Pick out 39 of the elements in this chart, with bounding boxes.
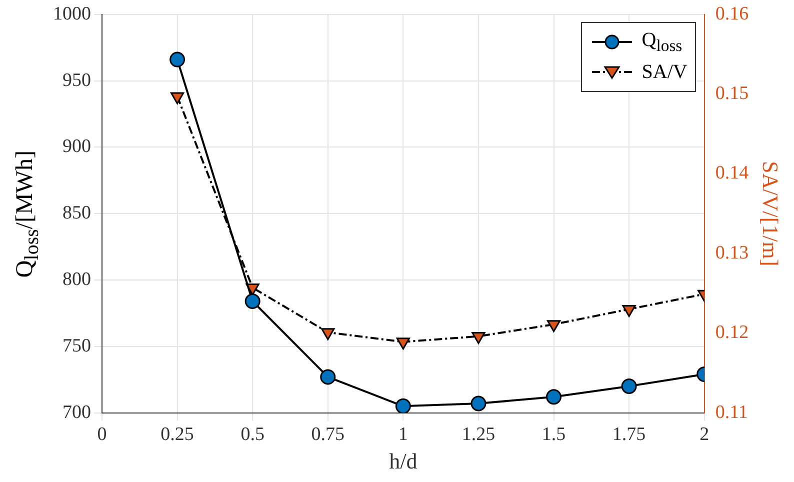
point <box>170 52 186 68</box>
point <box>396 338 410 350</box>
x-tick-label: 1.5 <box>542 424 566 446</box>
y2-tick-label: 0.13 <box>715 242 749 264</box>
point <box>321 328 335 340</box>
y-tick-label: 1000 <box>53 3 91 24</box>
x-tick-label: 0 <box>97 424 107 446</box>
point <box>470 396 486 412</box>
point <box>621 378 637 394</box>
x-tick-label: 1 <box>398 424 408 446</box>
x-tick-label: 0.5 <box>240 424 264 446</box>
x-tick-label: 0.25 <box>160 424 194 446</box>
y2-tick-label: 0.16 <box>715 3 749 24</box>
point <box>472 332 486 344</box>
y-tick-label: 900 <box>62 136 91 158</box>
y-tick-label: 750 <box>62 335 91 356</box>
point <box>170 92 184 104</box>
y2-tick-label: 0.11 <box>715 402 748 423</box>
legend-label: Q$_{loss}$ <box>642 28 682 56</box>
point <box>546 389 562 405</box>
x-axis-title: h/d <box>389 448 418 474</box>
legend-label: SA/V <box>642 60 688 84</box>
point <box>622 304 636 317</box>
y2-tick-label: 0.15 <box>715 83 749 104</box>
x-tick-label: 1.25 <box>462 424 496 446</box>
x-tick-label: 1.75 <box>612 424 646 446</box>
point <box>244 294 260 309</box>
y-tick-label: 950 <box>62 70 91 91</box>
y-tick-label: 800 <box>62 268 91 290</box>
y2-tick-label: 0.12 <box>715 322 749 344</box>
x-tick-label: 2 <box>700 424 710 446</box>
y-tick-label: 700 <box>62 402 91 423</box>
point <box>320 369 336 385</box>
y2-axis-title: SA/V/[1/m] <box>758 161 784 266</box>
x-tick-label: 0.75 <box>311 424 345 446</box>
y-tick-label: 850 <box>62 202 91 224</box>
point <box>395 398 411 413</box>
y2-tick-label: 0.14 <box>715 162 750 184</box>
point <box>546 320 561 332</box>
